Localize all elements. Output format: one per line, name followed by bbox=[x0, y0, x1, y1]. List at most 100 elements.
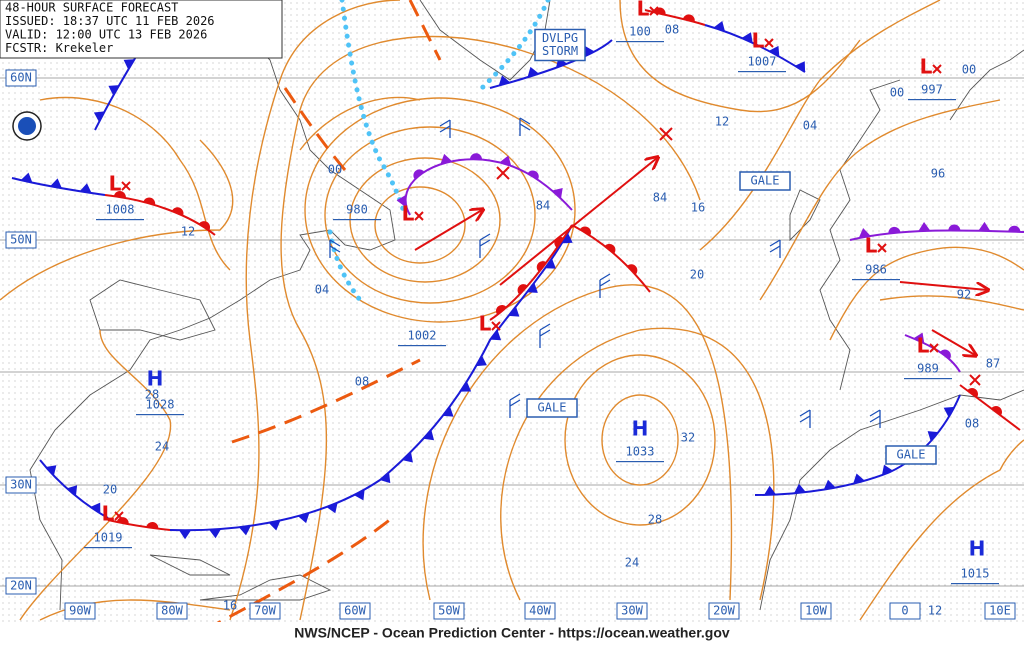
front-triangle bbox=[440, 153, 453, 165]
front-triangle bbox=[764, 485, 776, 495]
front-semicircle bbox=[413, 169, 425, 179]
center-marker bbox=[649, 6, 659, 16]
longitude-label: 0 bbox=[901, 604, 908, 618]
front-semicircle bbox=[199, 221, 211, 231]
warning-text: GALE bbox=[751, 174, 780, 188]
longitude-label: 80W bbox=[161, 604, 183, 618]
label-box bbox=[5, 577, 37, 595]
front-triangle bbox=[379, 472, 391, 484]
header-line: VALID: 12:00 UTC 13 FEB 2026 bbox=[5, 28, 207, 42]
isobar-label: 20 bbox=[690, 268, 704, 282]
front-triangle bbox=[238, 525, 251, 536]
front-triangle bbox=[583, 46, 595, 57]
header-line: 48-HOUR SURFACE FORECAST bbox=[5, 1, 178, 15]
front-triangle bbox=[768, 45, 780, 57]
isobar-label: 12 bbox=[715, 115, 729, 129]
pressure-value: 989 bbox=[917, 362, 939, 376]
label-box bbox=[524, 602, 556, 620]
header-line: FCSTR: Krekeler bbox=[5, 41, 113, 55]
isobar-label: 08 bbox=[965, 417, 979, 431]
front-triangle bbox=[108, 85, 120, 96]
center-marker bbox=[121, 181, 131, 191]
isobar-label: 12 bbox=[928, 604, 942, 618]
isobar-label: 08 bbox=[665, 23, 679, 37]
front-semicircle bbox=[967, 388, 978, 398]
front-semicircle bbox=[527, 170, 539, 180]
front-triangle bbox=[423, 429, 435, 441]
front-semicircle bbox=[1008, 225, 1021, 232]
value-underline bbox=[84, 547, 132, 549]
graticule bbox=[0, 77, 1024, 587]
value-underline bbox=[908, 99, 956, 101]
value-underline bbox=[616, 461, 664, 463]
value-underline bbox=[398, 345, 446, 347]
front-triangle bbox=[179, 530, 192, 540]
isobar-label: 24 bbox=[625, 556, 639, 570]
pressure-center-symbol: L bbox=[637, 0, 650, 21]
longitude-label: 10E bbox=[989, 604, 1011, 618]
latitude-label: 30N bbox=[10, 478, 32, 492]
front-triangle bbox=[913, 332, 925, 344]
pressure-value: 986 bbox=[865, 263, 887, 277]
footer-band bbox=[0, 622, 1024, 652]
front-semicircle bbox=[682, 14, 695, 22]
front-triangle bbox=[66, 485, 78, 497]
longitude-label: 20W bbox=[713, 604, 735, 618]
latitude-label: 20N bbox=[10, 579, 32, 593]
pressure-value: 1019 bbox=[94, 531, 123, 545]
isobar-label: 24 bbox=[155, 440, 169, 454]
front-semicircle bbox=[627, 264, 638, 275]
longitude-label: 50W bbox=[438, 604, 460, 618]
warning-box bbox=[534, 28, 586, 62]
center-marker bbox=[877, 243, 887, 253]
pressure-value: 980 bbox=[346, 203, 368, 217]
front-triangle bbox=[79, 183, 92, 194]
warning-text: GALE bbox=[538, 401, 567, 415]
motion-arrows bbox=[414, 127, 987, 386]
pressure-center-symbol: L bbox=[865, 234, 878, 258]
front-triangle bbox=[326, 502, 338, 514]
pressure-value: 1028 bbox=[146, 398, 175, 412]
front-triangle bbox=[50, 178, 62, 189]
isobars bbox=[0, 0, 1024, 621]
value-underline bbox=[852, 279, 900, 281]
front-triangle bbox=[93, 111, 105, 122]
label-box bbox=[433, 602, 465, 620]
front-triangle bbox=[90, 502, 101, 514]
isobar-label: 00 bbox=[962, 63, 976, 77]
header-line: ISSUED: 18:37 UTC 11 FEB 2026 bbox=[5, 14, 215, 28]
ice-edge bbox=[327, 0, 551, 303]
label-box bbox=[249, 602, 281, 620]
front-triangle bbox=[402, 451, 413, 463]
front-triangle bbox=[794, 61, 806, 73]
front-triangle bbox=[918, 221, 931, 232]
front-triangle bbox=[297, 512, 310, 524]
isobar-label: 96 bbox=[931, 167, 945, 181]
front-semicircle bbox=[113, 191, 126, 199]
longitude-label: 70W bbox=[254, 604, 276, 618]
pressure-center-symbol: L bbox=[109, 172, 122, 196]
isobar-label: 28 bbox=[648, 513, 662, 527]
fronts bbox=[11, 7, 1024, 540]
label-box bbox=[984, 602, 1016, 620]
label-box bbox=[5, 69, 37, 87]
label-box bbox=[616, 602, 648, 620]
isobar-label: 28 bbox=[145, 388, 159, 402]
label-box bbox=[800, 602, 832, 620]
front-triangle bbox=[978, 221, 991, 232]
front-triangle bbox=[561, 233, 573, 244]
wind-barbs bbox=[329, 117, 881, 428]
center-marker bbox=[414, 211, 424, 221]
warning-text: DVLPG bbox=[542, 31, 578, 45]
pressure-center-symbol: H bbox=[969, 537, 986, 561]
latitude-label: 60N bbox=[10, 71, 32, 85]
front-semicircle bbox=[579, 226, 592, 236]
front-triangle bbox=[490, 330, 502, 341]
center-marker bbox=[764, 38, 774, 48]
isobar-label: 04 bbox=[315, 283, 329, 297]
front-semicircle bbox=[171, 207, 184, 216]
front-semicircle bbox=[991, 406, 1002, 416]
front-triangle bbox=[123, 59, 135, 70]
front-triangle bbox=[741, 32, 753, 43]
